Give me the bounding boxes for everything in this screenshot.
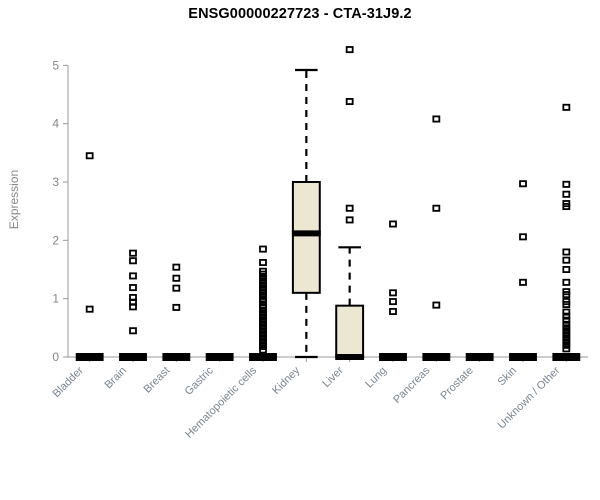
outlier-point [172,303,181,311]
outlier-point [562,278,571,286]
outlier-point [562,300,571,308]
outlier-point [129,284,137,292]
box-group-7 [379,220,407,361]
outlier-point [432,301,441,309]
outlier-point [562,248,571,256]
x-tick-label-5: Kidney [270,364,303,397]
outlier-point [562,202,571,210]
outlier-point [172,284,181,292]
outlier-point [129,272,137,280]
x-tick-label-6: Liver [320,364,346,390]
outlier-point [562,316,571,324]
box-6 [335,304,365,358]
outlier-point [345,204,354,212]
x-tick-label-1: Brain [102,365,129,392]
outlier-point [562,265,571,273]
outlier-point [562,180,571,188]
box-group-3 [205,353,234,361]
chart-title: ENSG00000227723 - CTA-31J9.2 [188,6,412,22]
box-5 [291,181,321,294]
box-group-5 [291,68,321,359]
outlier-point [562,190,571,198]
outlier-point [172,274,181,282]
box-group-9 [465,353,494,361]
outlier-point [259,245,267,253]
x-tick-label-4: Hematopoietic cells [183,364,259,440]
box-9 [465,353,494,361]
x-tick-label-3: Gastric [183,364,216,397]
x-tick-label-9: Prostate [438,365,475,402]
outlier-point [129,257,137,265]
outlier-point [389,307,397,315]
outlier-point [519,233,527,241]
outlier-point [389,220,397,228]
outlier-point [172,263,181,271]
outlier-point [129,327,137,335]
y-tick-label: 5 [52,58,59,72]
outlier-point [562,312,571,320]
y-tick-label: 4 [52,117,59,131]
outlier-point [389,298,397,306]
box-group-11 [552,103,581,361]
outlier-point [562,345,571,353]
box-group-10 [509,180,537,361]
outlier-point [562,291,571,299]
box-11 [552,353,581,361]
x-tick-label-8: Pancreas [391,364,433,406]
outlier-point [85,152,94,160]
x-tick-label-0: Bladder [50,364,86,400]
box-8 [422,353,451,361]
box-0 [75,353,104,361]
x-tick-label-7: Lung [363,365,389,391]
outlier-point [432,115,441,123]
x-tick-label-2: Breast [141,365,172,396]
box-3 [205,353,234,361]
outlier-point [345,46,354,54]
box-group-8 [422,115,451,361]
outlier-point [129,249,137,257]
y-axis-title: Expression [7,170,21,229]
outlier-point [562,256,571,264]
x-tick-label-10: Skin [495,365,519,389]
y-tick-label: 1 [52,292,59,306]
outlier-point [562,308,571,316]
outlier-point [519,278,527,286]
box-2 [162,353,191,361]
y-tick-label: 2 [52,233,59,247]
outlier-point [259,346,267,354]
box-group-0 [75,152,104,361]
outlier-point [519,180,527,188]
outlier-point [259,258,267,266]
box-4 [249,353,277,361]
box-group-6 [335,46,365,360]
outlier-point [389,289,397,297]
box-group-2 [162,263,191,361]
y-tick-label: 3 [52,175,59,189]
outlier-point [345,98,354,106]
outlier-point [562,103,571,111]
box-7 [379,353,407,361]
outlier-point [345,216,354,224]
outlier-point [432,204,441,212]
y-tick-label: 0 [52,350,59,364]
outlier-point [129,303,137,311]
box-group-1 [119,249,147,361]
outlier-point [85,305,94,313]
box-group-4 [249,245,277,361]
box-10 [509,353,537,361]
box-1 [119,353,147,361]
